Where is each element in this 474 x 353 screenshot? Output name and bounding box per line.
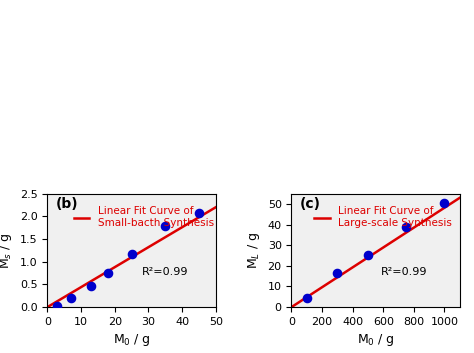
Linear Fit Curve of
Large-scale Synthesis: [441, 206, 447, 210]
Linear Fit Curve of
Large-scale Synthesis: [430, 213, 436, 217]
Line: Linear Fit Curve of
Large-scale Synthesis: Linear Fit Curve of Large-scale Synthesi…: [292, 198, 460, 307]
Point: [162, 223, 169, 229]
Point: [54, 303, 61, 309]
Linear Fit Curve of
Large-scale Synthesis: [388, 240, 394, 245]
Linear Fit Curve of
Small-bacth Synthesis: [45, 305, 51, 309]
Y-axis label: M$_s$ / g: M$_s$ / g: [0, 232, 14, 269]
Linear Fit Curve of
Large-scale Synthesis: [389, 240, 394, 244]
Y-axis label: M$_L$ / g: M$_L$ / g: [246, 232, 262, 269]
Point: [441, 200, 448, 206]
Text: (b): (b): [56, 197, 78, 211]
Linear Fit Curve of
Small-bacth Synthesis: [144, 246, 150, 250]
Linear Fit Curve of
Small-bacth Synthesis: [197, 215, 203, 219]
Point: [128, 251, 136, 256]
X-axis label: M$_0$ / g: M$_0$ / g: [113, 333, 150, 348]
Legend: Linear Fit Curve of
Small-bacth Synthesis: Linear Fit Curve of Small-bacth Synthesi…: [69, 202, 218, 232]
Linear Fit Curve of
Small-bacth Synthesis: [45, 305, 50, 309]
Linear Fit Curve of
Small-bacth Synthesis: [213, 205, 219, 209]
Linear Fit Curve of
Large-scale Synthesis: [289, 305, 295, 309]
Text: (c): (c): [300, 197, 321, 211]
Linear Fit Curve of
Large-scale Synthesis: [289, 305, 294, 309]
Linear Fit Curve of
Small-bacth Synthesis: [145, 246, 150, 250]
Point: [87, 283, 95, 289]
Point: [303, 295, 310, 301]
Text: R²=0.99: R²=0.99: [142, 267, 188, 277]
Linear Fit Curve of
Large-scale Synthesis: [457, 196, 463, 200]
X-axis label: M$_0$ / g: M$_0$ / g: [357, 333, 394, 348]
Point: [104, 270, 112, 275]
Linear Fit Curve of
Small-bacth Synthesis: [147, 244, 153, 248]
Line: Linear Fit Curve of
Small-bacth Synthesis: Linear Fit Curve of Small-bacth Synthesi…: [47, 207, 216, 307]
Legend: Linear Fit Curve of
Large-scale Synthesis: Linear Fit Curve of Large-scale Synthesi…: [310, 202, 456, 232]
Point: [334, 270, 341, 276]
Point: [195, 210, 203, 216]
Point: [67, 295, 75, 301]
Point: [402, 224, 410, 229]
Text: R²=0.99: R²=0.99: [381, 267, 427, 277]
Point: [364, 252, 372, 257]
Linear Fit Curve of
Large-scale Synthesis: [392, 238, 397, 242]
Linear Fit Curve of
Small-bacth Synthesis: [186, 221, 192, 225]
